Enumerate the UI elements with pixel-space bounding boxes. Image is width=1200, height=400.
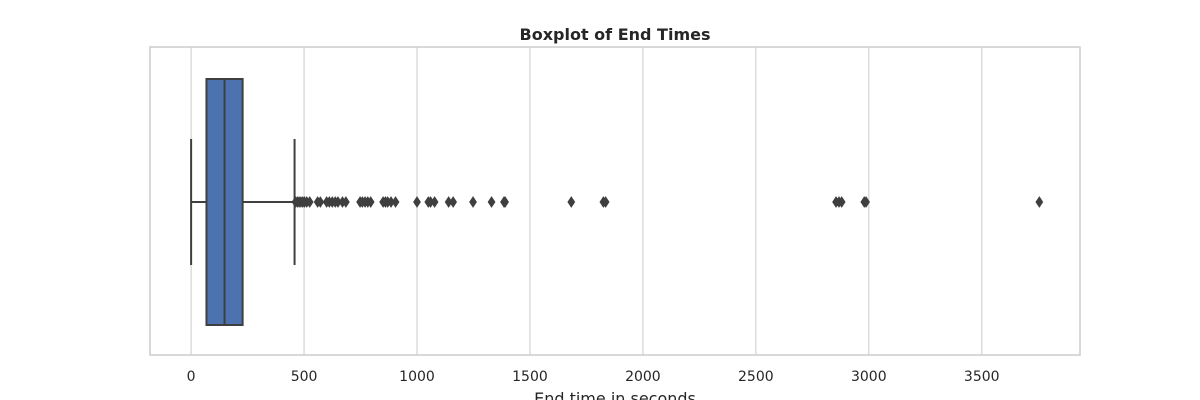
outlier-point: [487, 196, 496, 208]
outlier-point: [567, 196, 576, 208]
x-tick-label: 500: [291, 369, 318, 385]
outlier-point: [305, 196, 314, 208]
box-layer: [190, 78, 296, 326]
outlier-point: [316, 196, 325, 208]
outlier-point: [501, 196, 509, 208]
outlier-point: [837, 196, 846, 208]
x-axis-label: End time in seconds: [534, 389, 696, 400]
outlier-point: [341, 196, 350, 208]
outlier-point: [469, 196, 477, 208]
outlier-point: [1035, 196, 1044, 208]
outlier-point: [366, 196, 375, 208]
outlier-point: [601, 196, 610, 208]
outlier-point: [862, 196, 870, 208]
x-tick-label: 1500: [512, 369, 548, 385]
outlier-point: [430, 196, 439, 208]
outlier-point: [391, 196, 400, 208]
tick-layer: 0 500 1000 1500 2000 2500 3000 3500: [187, 369, 1000, 385]
x-tick-label: 0: [187, 369, 196, 385]
x-tick-label: 3000: [851, 369, 887, 385]
x-tick-label: 2000: [625, 369, 661, 385]
chart-title: Boxplot of End Times: [520, 25, 711, 44]
plot-frame: [149, 46, 1081, 356]
outlier-point: [449, 196, 458, 208]
x-tick-label: 2500: [738, 369, 774, 385]
outlier-layer: [291, 196, 1044, 208]
x-tick-label: 1000: [399, 369, 435, 385]
outlier-point: [413, 196, 421, 208]
x-tick-label: 3500: [964, 369, 1000, 385]
